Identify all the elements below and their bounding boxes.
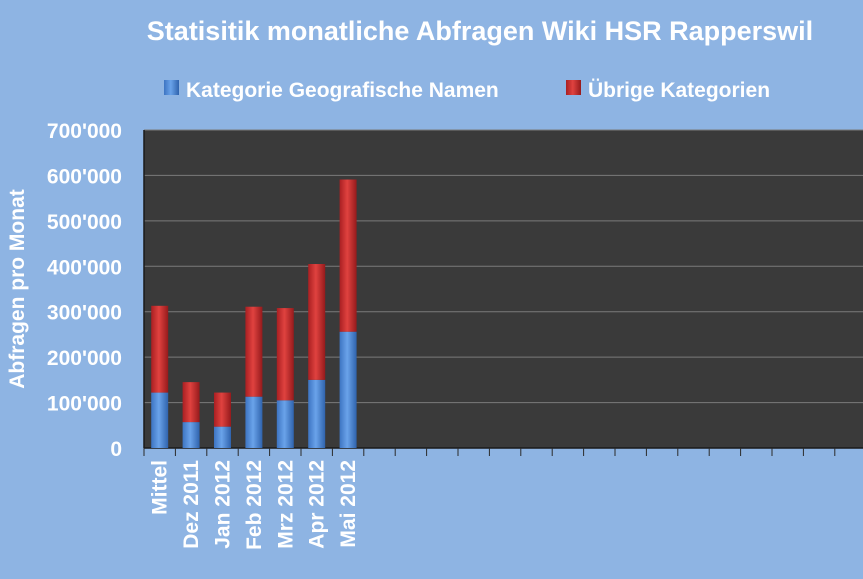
y-axis-label: Abfragen pro Monat [6,189,29,389]
legend-swatch-uebrige-kategorien [566,80,581,95]
bar-geografische-namen [151,392,169,448]
bar-uebrige-kategorien [214,392,231,427]
x-tick-label: Jan 2012 [212,460,235,549]
y-tick-label: 600'000 [47,165,122,188]
x-axis-tick-labels: Mittel Dez 2011 Jan 2012 Feb 2012 Mrz 2012 Ap… [149,460,360,550]
y-tick-label: 200'000 [47,347,122,370]
bar-geografische-namen [182,422,200,448]
bar-uebrige-kategorien [182,382,200,423]
x-tick-label: Mittel [149,460,172,515]
bar-uebrige-kategorien [339,179,357,332]
legend-label-geografische-namen: Kategorie Geografische Namen [186,79,499,102]
x-tick-label: Mai 2012 [337,460,360,548]
bar-uebrige-kategorien [276,308,294,401]
x-axis-ticks [143,448,836,456]
y-tick-label: 300'000 [47,302,122,325]
y-tick-label: 0 [110,438,122,461]
legend-label-uebrige-kategorien: Übrige Kategorien [588,79,770,102]
bar-uebrige-kategorien [245,306,263,397]
x-tick-label: Feb 2012 [243,460,266,550]
y-tick-label: 400'000 [47,256,122,279]
y-tick-label: 500'000 [47,211,122,234]
bar-geografische-namen [214,426,231,448]
bar-geografische-namen [339,331,357,448]
legend: Kategorie Geografische Namen Übrige Kate… [164,79,770,102]
bar-geografische-namen [245,396,263,448]
gridlines [143,129,863,449]
x-tick-label: Dez 2011 [180,460,203,549]
bar-geografische-namen [276,400,294,448]
plot-area [144,130,863,448]
bars [151,179,357,448]
bar-geografische-namen [308,379,326,448]
y-tick-label: 700'000 [47,120,122,143]
y-axis-tick-labels: 0 100'000 200'000 300'000 400'000 500'000 600'… [47,120,122,461]
bar-uebrige-kategorien [308,264,326,380]
chart-title: Statisitik monatliche Abfragen Wiki HSR … [147,16,813,46]
x-tick-label: Mrz 2012 [274,460,297,549]
bar-uebrige-kategorien [151,305,169,393]
y-tick-label: 100'000 [47,393,122,416]
legend-swatch-geografische-namen [164,80,179,95]
x-tick-label: Apr 2012 [306,460,329,549]
